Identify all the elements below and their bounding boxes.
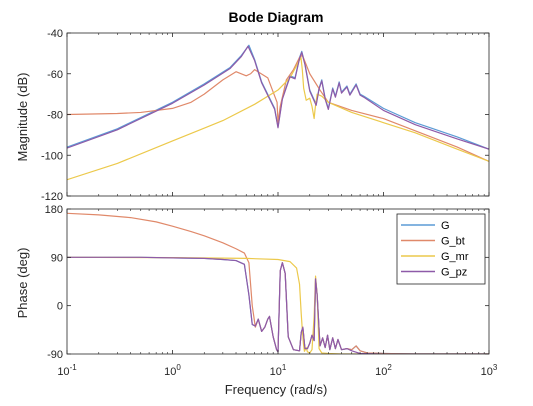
- x-tick-label-base: 10: [481, 366, 493, 378]
- phase-panel: -90 0 90 180: [45, 204, 490, 361]
- magnitude-series-g: [67, 44, 489, 150]
- x-tick-label: 102: [375, 363, 392, 378]
- phase-y-tick-label: 180: [45, 204, 63, 216]
- magnitude-y-tick-label: -60: [47, 69, 63, 81]
- magnitude-series-g-mr: [67, 56, 489, 181]
- x-tick-label-exponent: 1: [282, 363, 287, 372]
- magnitude-y-axis-label: Magnitude (dB): [15, 73, 30, 162]
- x-tick-label: 103: [481, 363, 498, 378]
- magnitude-y-tick-label: -80: [47, 110, 63, 122]
- magnitude-series-group: [67, 44, 489, 181]
- x-tick-label-exponent: 0: [176, 363, 181, 372]
- x-tick-label-base: 10: [57, 366, 69, 378]
- magnitude-y-tick-label: -40: [47, 28, 63, 40]
- legend-label-g-pz: G_pz: [441, 267, 467, 279]
- phase-y-tick-label: -90: [47, 349, 63, 361]
- phase-series-g-pz: [67, 256, 489, 354]
- x-tick-label-exponent: 2: [387, 363, 392, 372]
- x-axis-label: Frequency (rad/s): [225, 382, 328, 397]
- x-tick-label-exponent: -1: [70, 363, 78, 372]
- magnitude-y-tick-label: -120: [41, 191, 63, 203]
- chart-title: Bode Diagram: [229, 9, 324, 25]
- x-tick-label: 101: [270, 363, 287, 378]
- x-tick-label-base: 10: [375, 366, 387, 378]
- phase-y-tick-label: 0: [57, 301, 63, 313]
- x-tick-label: 100: [164, 363, 181, 378]
- legend-label-g: G: [441, 220, 450, 232]
- x-tick-label-base: 10: [164, 366, 176, 378]
- magnitude-series-g-bt: [67, 54, 489, 162]
- legend-label-g-mr: G_mr: [441, 251, 469, 263]
- legend-label-g-bt: G_bt: [441, 236, 465, 248]
- phase-y-axis-label: Phase (deg): [15, 248, 30, 319]
- magnitude-y-tick-label: -100: [41, 150, 63, 162]
- phase-y-tick-label: 90: [51, 252, 63, 264]
- magnitude-series-g-pz: [67, 45, 489, 150]
- magnitude-panel: -120 -100 -80 -60 -40: [41, 28, 490, 203]
- x-tick-label-base: 10: [270, 366, 282, 378]
- legend: G G_bt G_mr G_pz: [396, 213, 486, 285]
- x-tick-label-exponent: 3: [493, 363, 498, 372]
- x-tick-label: 10-1: [57, 363, 77, 378]
